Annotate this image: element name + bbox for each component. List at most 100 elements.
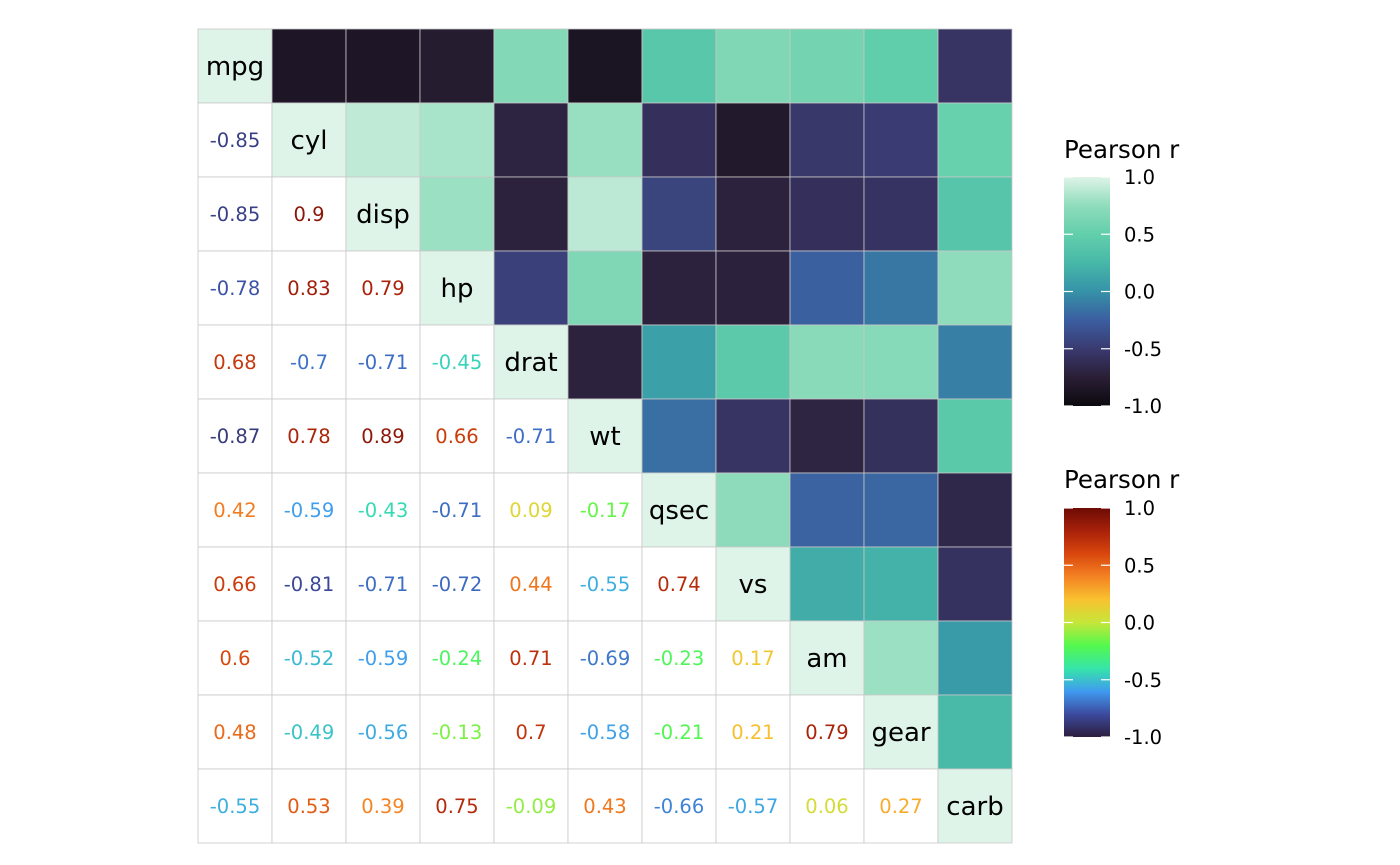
correlation-value-label: -0.72 [432,573,482,596]
correlation-value-label: 0.78 [287,425,330,448]
correlation-value-label: -0.21 [654,721,704,744]
value-cell [789,694,865,770]
tile-legend-tick-label: -1.0 [1124,395,1162,418]
diagonal-cell [345,176,421,252]
correlation-value-label: 0.7 [515,721,546,744]
value-cell [345,398,421,474]
value-cell [345,694,421,770]
variable-label: qsec [649,496,709,526]
correlation-value-label: -0.43 [358,499,408,522]
correlation-value-label: -0.17 [580,499,630,522]
correlation-value-label: -0.71 [432,499,482,522]
heatmap-tile [863,620,939,696]
diagonal-cell [567,398,643,474]
correlation-value-label: -0.69 [580,647,630,670]
heatmap-tile [789,398,865,474]
correlation-value-label: -0.55 [580,573,630,596]
value-cell [493,398,569,474]
heatmap-tile [863,398,939,474]
heatmap-tile [863,546,939,622]
value-cell [567,620,643,696]
heatmap-tile [937,250,1013,326]
heatmap-tile [715,102,791,178]
heatmap-tile [641,28,717,104]
heatmap-tile [863,324,939,400]
diagonal-cell [641,472,717,548]
text-legend-tick-label: -1.0 [1124,726,1162,749]
heatmap-tile [641,398,717,474]
correlation-value-label: 0.79 [361,277,404,300]
value-cell [271,694,347,770]
heatmap-tile [567,176,643,252]
value-cell [419,324,495,400]
value-cell [715,694,791,770]
value-cell [271,250,347,326]
heatmap-tile [789,102,865,178]
value-cell [641,620,717,696]
value-cell [271,768,347,844]
correlation-value-label: 0.9 [293,203,324,226]
correlation-value-label: -0.24 [432,647,482,670]
heatmap-tile [937,28,1013,104]
heatmap-tile [345,102,421,178]
value-cell [271,324,347,400]
value-cell [419,398,495,474]
variable-label: cyl [291,126,328,156]
correlation-value-label: -0.23 [654,647,704,670]
heatmap-tile [567,250,643,326]
heatmap-tile [567,102,643,178]
correlation-value-label: -0.85 [210,203,260,226]
heatmap-tile [937,176,1013,252]
value-cell [271,398,347,474]
diagonal-cell [419,250,495,326]
variable-label: wt [589,422,620,452]
correlation-value-label: 0.21 [731,721,774,744]
tile-legend-tick-label: 0.0 [1124,281,1155,304]
heatmap-tile [493,176,569,252]
heatmap-tile [345,28,421,104]
correlation-value-label: -0.71 [358,351,408,374]
correlation-value-label: 0.44 [509,573,552,596]
heatmap-tile [641,250,717,326]
value-cell [197,768,273,844]
correlation-value-label: 0.09 [509,499,552,522]
variable-label: am [806,644,847,674]
heatmap-tile [271,28,347,104]
heatmap-tile [419,176,495,252]
correlation-value-label: -0.13 [432,721,482,744]
correlation-value-label: 0.79 [805,721,848,744]
value-cell [567,472,643,548]
value-cell [197,472,273,548]
variable-label: hp [441,274,474,304]
heatmap-tile [789,28,865,104]
variable-label: carb [946,792,1003,822]
text-legend-tick-label: -0.5 [1124,669,1162,692]
correlation-value-label: -0.85 [210,129,260,152]
value-cell [567,694,643,770]
text-legend-tick-label: 1.0 [1124,497,1155,520]
correlation-value-label: 0.66 [213,573,256,596]
heatmap-tile [863,250,939,326]
heatmap-tile [715,324,791,400]
value-cell [271,620,347,696]
heatmap-tile [493,28,569,104]
correlation-value-label: -0.66 [654,795,704,818]
correlation-value-label: -0.52 [284,647,334,670]
correlation-value-label: 0.66 [435,425,478,448]
heatmap-tile [937,472,1013,548]
value-cell [493,768,569,844]
correlation-value-label: 0.74 [657,573,700,596]
tile-legend-title: Pearson r [1064,135,1180,164]
heatmap-tile [937,398,1013,474]
tile-legend-tick-label: 0.5 [1124,223,1155,246]
text-legend-tick-label: 0.0 [1124,612,1155,635]
correlation-value-label: -0.59 [284,499,334,522]
heatmap-tile [937,546,1013,622]
value-cell [789,768,865,844]
correlation-value-label: -0.59 [358,647,408,670]
correlation-value-label: 0.71 [509,647,552,670]
correlation-value-label: 0.42 [213,499,256,522]
heatmap-tile [715,398,791,474]
heatmap-tile [715,176,791,252]
